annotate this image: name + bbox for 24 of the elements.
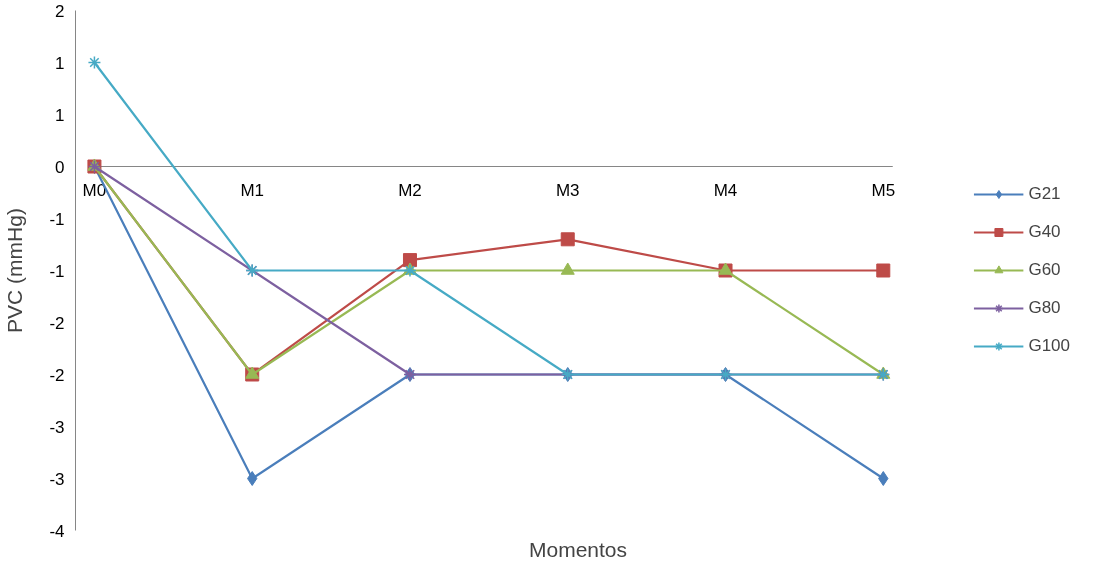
legend-label: G21 (1028, 184, 1061, 204)
y-tick-label: -2 (49, 365, 65, 385)
y-tick-label: -3 (49, 469, 65, 489)
y-tick-label: 2 (55, 1, 65, 21)
legend-label: G80 (1028, 298, 1061, 318)
y-tick-label: 1 (55, 53, 65, 73)
legend-label: G60 (1028, 260, 1061, 280)
y-tick-label: 0 (55, 157, 65, 177)
y-tick-label: -2 (49, 313, 65, 333)
legend-label: G40 (1028, 222, 1061, 242)
y-tick-label: -4 (49, 521, 65, 541)
y-tick-label: -3 (49, 417, 65, 437)
y-tick-label: -1 (49, 209, 65, 229)
y-tick-label: -1 (49, 261, 65, 281)
x-tick-label: M2 (398, 180, 422, 200)
x-tick-label: M5 (871, 180, 896, 200)
x-tick-label: M1 (240, 180, 265, 200)
x-tick-label: M4 (713, 180, 738, 200)
x-axis-title: Momentos (528, 537, 628, 561)
x-tick-label: M3 (555, 180, 580, 200)
legend-label: G100 (1028, 336, 1070, 356)
y-axis-title: PVC (mmHg) (3, 208, 27, 333)
x-tick-label: M0 (82, 180, 107, 200)
y-tick-label: 1 (55, 105, 65, 125)
